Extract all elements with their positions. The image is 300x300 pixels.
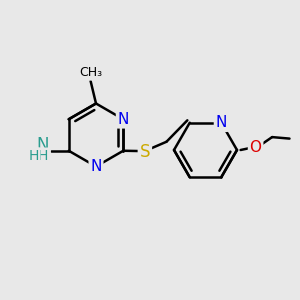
Text: O: O [250,140,262,155]
Text: S: S [140,143,150,161]
Text: CH₃: CH₃ [79,66,102,79]
Text: N: N [90,159,102,174]
Text: N: N [118,112,129,127]
Text: N: N [216,115,227,130]
Text: N: N [36,136,49,155]
Text: H: H [38,149,48,163]
Text: H: H [28,149,39,163]
